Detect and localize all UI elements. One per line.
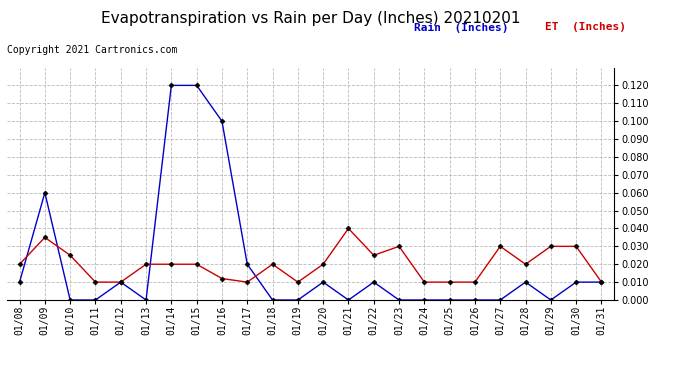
Text: Rain  (Inches): Rain (Inches) [414, 22, 509, 33]
Text: ET  (Inches): ET (Inches) [545, 22, 626, 33]
Text: Evapotranspiration vs Rain per Day (Inches) 20210201: Evapotranspiration vs Rain per Day (Inch… [101, 11, 520, 26]
Text: Copyright 2021 Cartronics.com: Copyright 2021 Cartronics.com [7, 45, 177, 55]
